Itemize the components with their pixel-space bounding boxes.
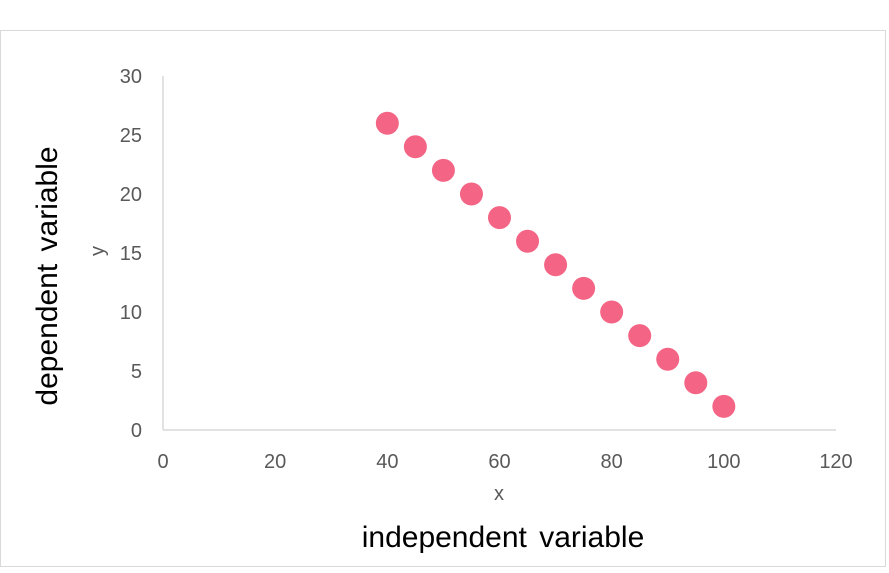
x-tick-label: 120 <box>819 451 852 473</box>
data-point <box>544 253 568 277</box>
x-tick-labels: 0 20 40 60 80 100 120 <box>157 451 852 473</box>
data-point <box>572 276 596 300</box>
data-point <box>684 371 708 395</box>
y-tick-label: 30 <box>120 66 142 88</box>
data-point <box>459 182 483 206</box>
data-point <box>516 229 540 253</box>
y-tick-label: 15 <box>120 243 142 265</box>
y-tick-labels: 0 5 10 15 20 25 30 <box>120 66 142 442</box>
chart-area <box>0 30 886 567</box>
data-point <box>403 135 427 159</box>
data-point <box>628 324 652 348</box>
x-axis-title: x <box>494 483 504 505</box>
x-tick-label: 100 <box>707 451 740 473</box>
y-tick-label: 20 <box>120 184 142 206</box>
plot-axes <box>162 76 836 431</box>
x-tick-label: 20 <box>264 451 286 473</box>
independent-variable-label: independent variable <box>362 521 645 554</box>
data-point <box>600 300 624 324</box>
x-tick-label: 80 <box>601 451 623 473</box>
data-point <box>488 206 511 230</box>
x-tick-label: 40 <box>376 451 398 473</box>
data-point <box>375 111 399 135</box>
y-tick-label: 10 <box>120 302 142 324</box>
data-point <box>712 394 736 418</box>
x-tick-label: 60 <box>488 451 510 473</box>
data-point <box>656 347 680 371</box>
data-points <box>375 111 736 418</box>
y-tick-label: 25 <box>120 125 142 147</box>
x-tick-label: 0 <box>157 451 168 473</box>
y-tick-label: 5 <box>131 361 142 383</box>
y-tick-label: 0 <box>131 420 142 442</box>
y-axis-title: y <box>87 246 109 256</box>
data-point <box>431 158 455 182</box>
dependent-variable-label: dependent variable <box>31 146 64 405</box>
